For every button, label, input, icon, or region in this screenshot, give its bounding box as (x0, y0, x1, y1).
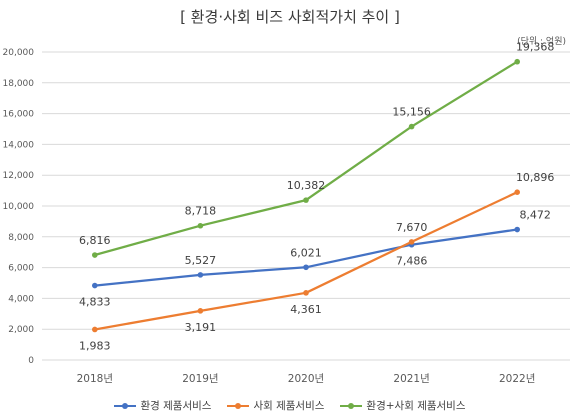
data-point (303, 290, 309, 296)
x-tick-label: 2022년 (499, 373, 535, 385)
data-point (514, 58, 520, 65)
legend-label: 환경+사회 제품서비스 (366, 400, 466, 412)
data-label: 8,472 (519, 209, 551, 222)
data-label: 15,156 (392, 106, 431, 119)
data-label: 7,670 (396, 221, 428, 234)
y-tick-label: 20,000 (3, 48, 35, 58)
y-tick-label: 6,000 (8, 264, 34, 274)
y-tick-label: 14,000 (3, 140, 35, 150)
legend-item: 사회 제품서비스 (227, 398, 324, 413)
series-line (94, 60, 518, 257)
x-tick-label: 2019년 (182, 373, 218, 385)
data-point (197, 308, 204, 314)
data-point (92, 282, 98, 289)
data-point (408, 239, 415, 245)
legend: 환경 제품서비스 사회 제품서비스 환경+사회 제품서비스 (0, 398, 580, 413)
data-label: 6,021 (290, 246, 322, 259)
data-point (92, 326, 98, 333)
y-tick-label: 10,000 (3, 202, 35, 212)
legend-item: 환경+사회 제품서비스 (340, 398, 466, 413)
y-tick-label: 16,000 (3, 110, 35, 120)
legend-swatch (340, 401, 363, 411)
data-point (197, 222, 204, 229)
y-tick-label: 8,000 (8, 233, 34, 243)
legend-item: 환경 제품서비스 (114, 398, 211, 413)
data-label: 10,896 (516, 171, 555, 184)
data-label: 1,983 (79, 339, 111, 352)
y-tick-label: 2,000 (8, 325, 34, 335)
y-tick-label: 12,000 (3, 171, 35, 181)
data-point (408, 123, 415, 130)
data-point (92, 252, 98, 258)
data-point (303, 197, 309, 203)
x-tick-label: 2020년 (288, 373, 324, 385)
data-label: 8,718 (185, 205, 217, 218)
data-point (514, 226, 520, 233)
data-label: 10,382 (287, 179, 326, 192)
legend-swatch (227, 401, 250, 411)
data-label: 6,816 (79, 234, 111, 247)
data-label: 4,361 (290, 303, 322, 316)
data-point (197, 272, 204, 278)
data-label: 3,191 (185, 321, 217, 334)
y-tick-label: 4,000 (8, 294, 34, 304)
data-label: 5,527 (185, 254, 217, 267)
data-label: 7,486 (396, 255, 428, 268)
y-tick-label: 0 (28, 356, 34, 366)
data-point (303, 264, 309, 271)
chart-title: [ 환경·사회 비즈 사회적가치 추이 ] (180, 8, 400, 26)
legend-label: 사회 제품서비스 (253, 400, 325, 412)
legend-swatch (114, 401, 137, 411)
x-tick-label: 2021년 (393, 373, 429, 385)
data-label: 4,833 (79, 296, 111, 309)
unit-note: (단위 : 억원) (517, 37, 566, 47)
legend-label: 환경 제품서비스 (140, 400, 212, 412)
data-label: 19,368 (516, 41, 555, 54)
data-point (514, 189, 520, 196)
x-tick-label: 2018년 (77, 373, 113, 385)
y-tick-label: 18,000 (3, 79, 35, 89)
